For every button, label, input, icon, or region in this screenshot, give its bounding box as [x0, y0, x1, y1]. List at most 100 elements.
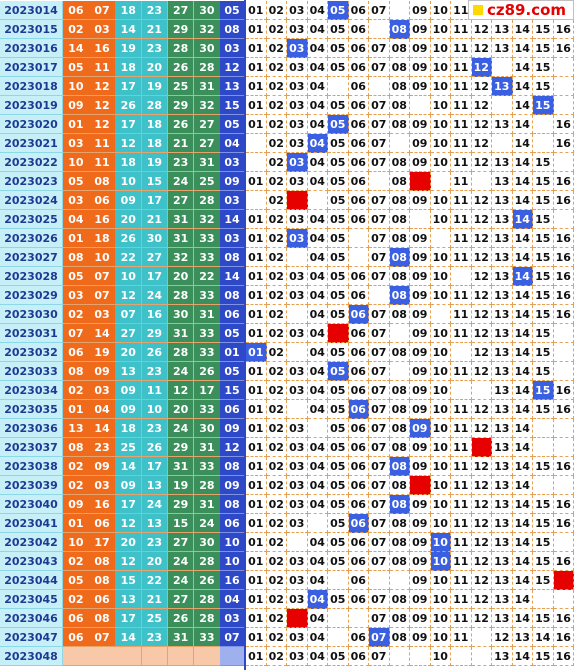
trend-cell: 01 — [246, 210, 267, 229]
trend-cell: 04 — [307, 77, 328, 96]
trend-cell: 15 — [533, 571, 554, 590]
trend-cell: 13 — [492, 286, 513, 305]
trend-cell: 13 — [492, 590, 513, 609]
trend-cell: 11 — [451, 134, 472, 153]
trend-cell: 07 — [369, 438, 390, 457]
blue-ball: 15 — [220, 381, 244, 400]
red-ball: 21 — [141, 210, 169, 229]
trend-cell: 13 — [492, 419, 513, 438]
trend-cell: 07 — [369, 267, 390, 286]
site-logo[interactable]: cz89.com — [468, 0, 574, 20]
trend-cell: 07 — [369, 590, 390, 609]
trend-cell — [471, 647, 492, 666]
red-ball: 28 — [167, 286, 195, 305]
trend-cell: 04 — [307, 552, 328, 571]
red-ball: 31 — [167, 628, 195, 647]
trend-cell: 08 — [389, 77, 410, 96]
trend-cell: 03 — [287, 1, 308, 20]
blue-ball: 04 — [220, 134, 244, 153]
trend-cell: 03 — [287, 210, 308, 229]
trend-cell: 14 — [512, 438, 533, 457]
trend-cell: 14 — [512, 229, 533, 248]
trend-cell: 08 — [389, 476, 410, 495]
trend-cell: 03 — [287, 419, 308, 438]
red-ball: 33 — [194, 286, 221, 305]
trend-cell: 03 — [287, 381, 308, 400]
blue-ball: 05 — [220, 362, 244, 381]
period-cell: 2023033 — [0, 362, 63, 381]
trend-cell: 14 — [512, 191, 533, 210]
trend-cell: 15 — [533, 210, 554, 229]
blue-ball: 12 — [220, 438, 244, 457]
trend-cell: 06 — [348, 20, 369, 39]
trend-cell: 10 — [430, 324, 451, 343]
trend-cell — [287, 343, 308, 362]
trend-cell: 04 — [307, 609, 328, 628]
trend-cell — [492, 58, 513, 77]
trend-cell: 09 — [410, 400, 431, 419]
period-cell: 2023035 — [0, 400, 63, 419]
red-ball: 19 — [141, 153, 169, 172]
red-ball: 22 — [194, 267, 221, 286]
trend-cell: 02 — [266, 533, 287, 552]
red-ball: 03 — [89, 20, 116, 39]
trend-cell: 14 — [512, 248, 533, 267]
trend-cell: 12 — [471, 419, 492, 438]
red-ball: 31 — [194, 77, 221, 96]
trend-cell: 04 — [307, 172, 328, 191]
blue-ball: 09 — [220, 419, 244, 438]
red-ball: 28 — [194, 609, 221, 628]
trend-cell: 13 — [492, 210, 513, 229]
period-cell: 2023027 — [0, 248, 63, 267]
trend-cell: 07 — [369, 457, 390, 476]
trend-cell: 11 — [451, 229, 472, 248]
trend-cell — [553, 362, 574, 381]
trend-cell: 07 — [369, 229, 390, 248]
red-ball: 07 — [115, 305, 143, 324]
red-ball: 17 — [115, 77, 143, 96]
trend-cell: 10 — [430, 647, 451, 666]
trend-cell: 16 — [553, 248, 574, 267]
red-ball: 03 — [89, 476, 116, 495]
red-ball: 30 — [194, 533, 221, 552]
trend-cell: 02 — [266, 343, 287, 362]
trend-hit-cell: 03 — [287, 39, 308, 58]
trend-cell: 03 — [287, 514, 308, 533]
trend-cell: 10 — [430, 58, 451, 77]
trend-cell: 06 — [348, 172, 369, 191]
trend-repeat-cell — [471, 438, 492, 457]
trend-cell: 11 — [451, 324, 472, 343]
blue-ball: 08 — [220, 248, 244, 267]
trend-cell: 01 — [246, 1, 267, 20]
trend-cell: 09 — [410, 305, 431, 324]
trend-cell: 15 — [533, 495, 554, 514]
trend-cell: 14 — [512, 476, 533, 495]
red-ball: 03 — [89, 381, 116, 400]
trend-cell: 04 — [307, 495, 328, 514]
red-ball: 33 — [194, 248, 221, 267]
trend-cell — [553, 210, 574, 229]
trend-cell: 02 — [266, 609, 287, 628]
trend-cell: 02 — [266, 495, 287, 514]
red-ball: 01 — [63, 514, 90, 533]
blue-ball: 05 — [220, 115, 244, 134]
trend-cell: 02 — [266, 514, 287, 533]
blue-ball: 08 — [220, 457, 244, 476]
blue-ball: 10 — [220, 533, 244, 552]
red-ball: 13 — [115, 362, 143, 381]
trend-cell — [287, 305, 308, 324]
red-ball: 17 — [115, 609, 143, 628]
red-ball: 24 — [167, 362, 195, 381]
trend-cell: 16 — [553, 552, 574, 571]
red-ball: 30 — [194, 419, 221, 438]
trend-cell: 10 — [430, 381, 451, 400]
period-cell: 2023047 — [0, 628, 63, 647]
trend-cell — [369, 571, 390, 590]
trend-cell: 16 — [553, 172, 574, 191]
trend-cell: 12 — [471, 229, 492, 248]
trend-cell: 08 — [389, 628, 410, 647]
blue-ball: 14 — [220, 267, 244, 286]
trend-cell: 10 — [430, 267, 451, 286]
trend-cell: 07 — [369, 552, 390, 571]
trend-cell: 02 — [266, 229, 287, 248]
